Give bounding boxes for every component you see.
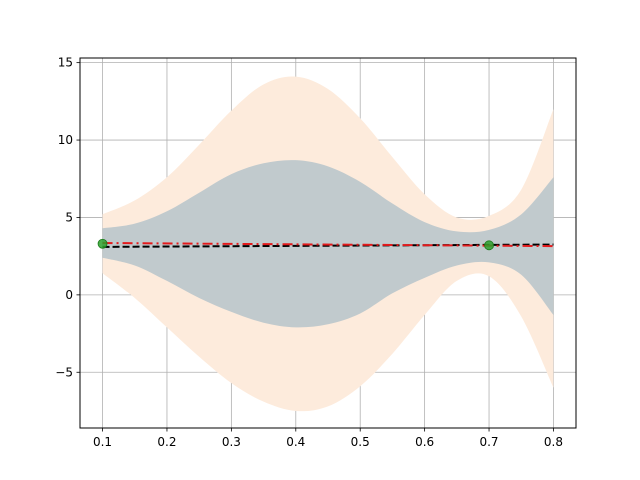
- data-point-1: [484, 240, 494, 251]
- y-tick-label-3: 10: [58, 133, 73, 147]
- y-tick-label-2: 5: [65, 210, 73, 224]
- x-tick-label-1: 0.2: [157, 435, 176, 449]
- y-tick-label-1: 0: [65, 288, 73, 302]
- observation-points: [97, 238, 494, 251]
- x-tick-label-3: 0.4: [286, 435, 305, 449]
- axis-ticks: 0.1 0.2 0.3 0.4 0.5 0.6 0.7 0.8 −5 0 5 10 15: [55, 56, 563, 449]
- mean-lines: [102, 242, 554, 248]
- x-tick-label-5: 0.6: [415, 435, 434, 449]
- y-tick-label-4: 15: [58, 56, 73, 70]
- x-tick-label-0: 0.1: [93, 435, 112, 449]
- data-point-0: [97, 238, 108, 249]
- series-line-1: [102, 242, 554, 248]
- y-tick-label-0: −5: [55, 365, 73, 379]
- x-tick-label-2: 0.3: [222, 435, 241, 449]
- x-tick-label-7: 0.8: [544, 435, 563, 449]
- plot-frame: [79, 57, 577, 429]
- x-tick-label-6: 0.7: [479, 435, 498, 449]
- x-tick-label-4: 0.5: [351, 435, 370, 449]
